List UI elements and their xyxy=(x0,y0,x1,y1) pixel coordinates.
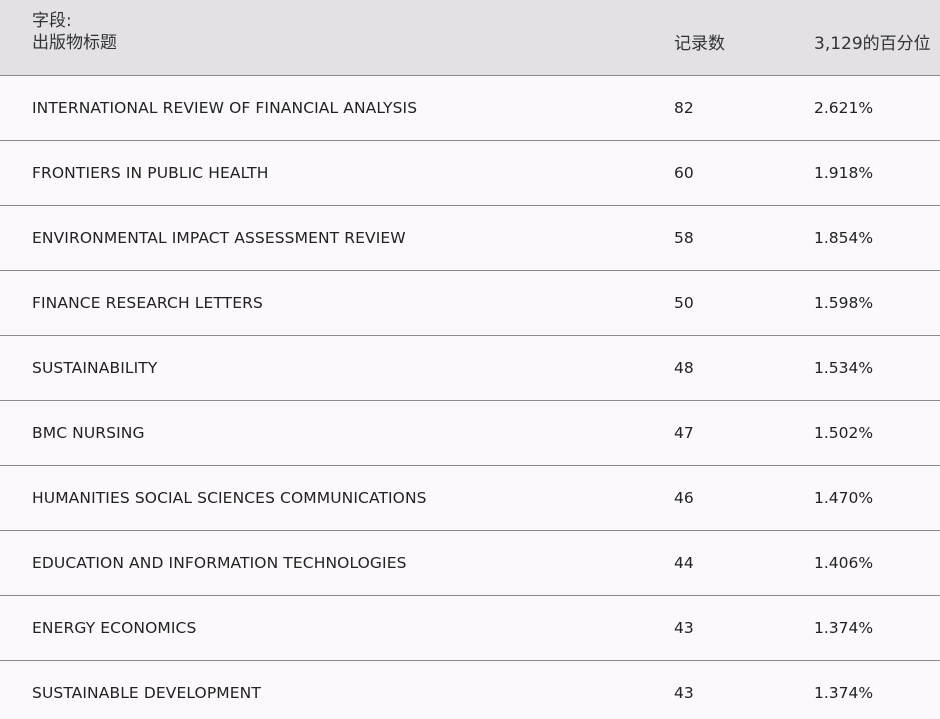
record-count: 60 xyxy=(674,164,694,182)
table-row[interactable]: BMC NURSING 47 1.502% xyxy=(0,401,940,466)
record-count: 50 xyxy=(674,294,694,312)
percentage: 1.374% xyxy=(814,684,874,702)
table-row[interactable]: ENVIRONMENTAL IMPACT ASSESSMENT REVIEW 5… xyxy=(0,206,940,271)
percentage: 1.406% xyxy=(814,554,874,572)
publication-title: HUMANITIES SOCIAL SCIENCES COMMUNICATION… xyxy=(32,489,427,507)
publication-title: BMC NURSING xyxy=(32,424,145,442)
table-row[interactable]: FRONTIERS IN PUBLIC HEALTH 60 1.918% xyxy=(0,141,940,206)
table-row[interactable]: FINANCE RESEARCH LETTERS 50 1.598% xyxy=(0,271,940,336)
record-count: 43 xyxy=(674,619,694,637)
record-count: 82 xyxy=(674,99,694,117)
table-row[interactable]: INTERNATIONAL REVIEW OF FINANCIAL ANALYS… xyxy=(0,76,940,141)
publication-title: SUSTAINABLE DEVELOPMENT xyxy=(32,684,261,702)
percentage: 1.534% xyxy=(814,359,874,377)
table-row[interactable]: HUMANITIES SOCIAL SCIENCES COMMUNICATION… xyxy=(0,466,940,531)
percentage: 1.918% xyxy=(814,164,874,182)
table-row[interactable]: SUSTAINABLE DEVELOPMENT 43 1.374% xyxy=(0,661,940,719)
publication-title: FINANCE RESEARCH LETTERS xyxy=(32,294,263,312)
field-header[interactable]: 字段: 出版物标题 xyxy=(32,10,117,54)
field-name: 出版物标题 xyxy=(32,33,117,53)
record-count: 46 xyxy=(674,489,694,507)
table-row[interactable]: ENERGY ECONOMICS 43 1.374% xyxy=(0,596,940,661)
publication-title: ENVIRONMENTAL IMPACT ASSESSMENT REVIEW xyxy=(32,229,406,247)
record-count: 58 xyxy=(674,229,694,247)
publication-title: FRONTIERS IN PUBLIC HEALTH xyxy=(32,164,269,182)
percentage: 1.470% xyxy=(814,489,874,507)
publication-title: ENERGY ECONOMICS xyxy=(32,619,197,637)
record-count-header[interactable]: 记录数 xyxy=(674,34,725,54)
percentage: 1.374% xyxy=(814,619,874,637)
publication-title: EDUCATION AND INFORMATION TECHNOLOGIES xyxy=(32,554,407,572)
percentage: 1.598% xyxy=(814,294,874,312)
record-count: 44 xyxy=(674,554,694,572)
table-row[interactable]: EDUCATION AND INFORMATION TECHNOLOGIES 4… xyxy=(0,531,940,596)
record-count: 47 xyxy=(674,424,694,442)
percentage: 1.854% xyxy=(814,229,874,247)
publication-title: INTERNATIONAL REVIEW OF FINANCIAL ANALYS… xyxy=(32,99,418,117)
field-label: 字段: xyxy=(32,11,72,31)
record-count: 43 xyxy=(674,684,694,702)
table-row[interactable]: SUSTAINABILITY 48 1.534% xyxy=(0,336,940,401)
percentage-header[interactable]: 3,129的百分位 xyxy=(814,34,931,54)
percentage: 1.502% xyxy=(814,424,874,442)
table-header: 字段: 出版物标题 记录数 3,129的百分位 xyxy=(0,0,940,76)
record-count: 48 xyxy=(674,359,694,377)
percentage: 2.621% xyxy=(814,99,874,117)
publication-title: SUSTAINABILITY xyxy=(32,359,158,377)
